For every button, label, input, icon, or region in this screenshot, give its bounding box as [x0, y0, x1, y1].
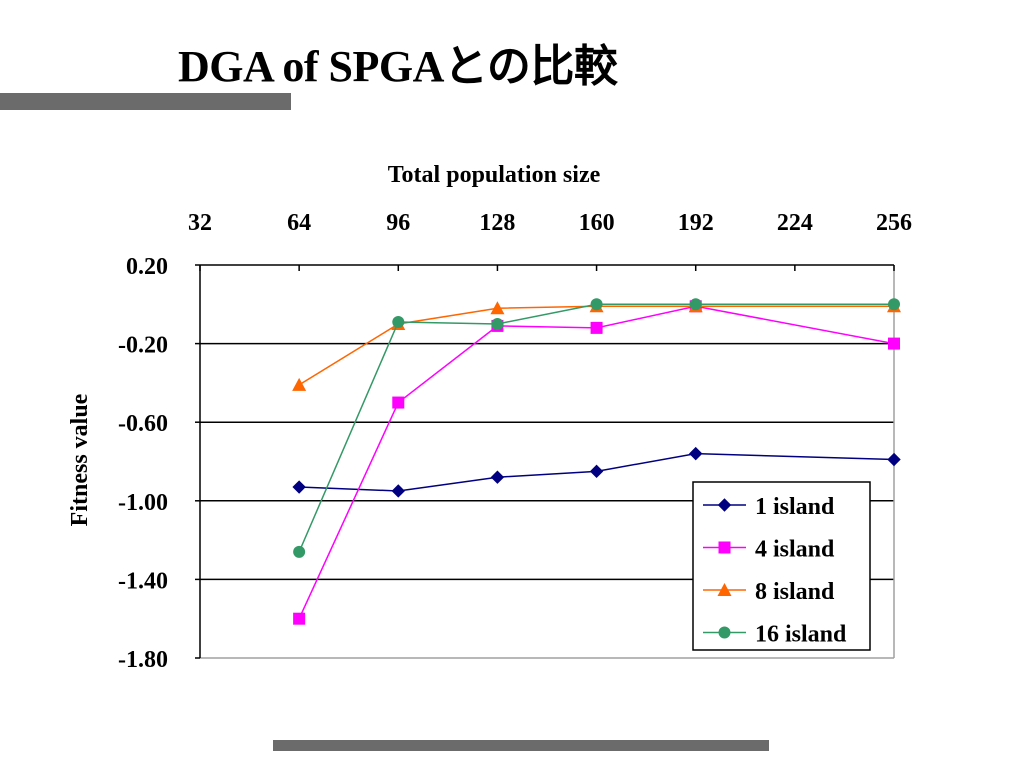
- slide-title: DGA of SPGAとの比較: [178, 42, 618, 91]
- circle-marker: [689, 298, 702, 311]
- circle-marker: [718, 626, 731, 639]
- legend-item: 4 island: [703, 537, 835, 563]
- y-axis-title: Fitness value: [67, 393, 93, 526]
- x-tick-labels: 32 64 96 128 160 192 224 256: [188, 210, 912, 236]
- diamond-marker: [589, 464, 604, 479]
- series-line: [298, 303, 894, 553]
- y-tick-label: 0.20: [126, 254, 168, 280]
- circle-marker: [392, 315, 405, 328]
- circle-marker: [888, 298, 900, 311]
- title-underline-bar: [0, 93, 291, 110]
- legend-label: 16 island: [755, 622, 847, 648]
- series-line: [299, 452, 895, 492]
- series-16-island: [293, 298, 900, 558]
- series-8-island: [292, 299, 901, 391]
- x-tick-label: 96: [386, 210, 410, 236]
- circle-marker: [491, 317, 504, 330]
- y-tick-labels: 0.20 -0.20 -0.60 -1.00 -1.40 -1.80: [118, 254, 168, 673]
- square-marker: [888, 337, 900, 350]
- triangle-marker: [490, 301, 505, 315]
- footer-bar: [273, 740, 769, 751]
- circle-marker: [590, 298, 603, 311]
- diamond-marker: [490, 470, 505, 484]
- y-tick-label: -0.60: [118, 411, 168, 437]
- x-tick-label: 192: [678, 210, 714, 236]
- x-tick-label: 64: [287, 210, 311, 236]
- axes: [195, 264, 895, 659]
- square-marker: [718, 541, 731, 554]
- x-tick-label: 224: [777, 210, 813, 236]
- diamond-marker: [717, 498, 732, 512]
- legend-item: 1 island: [703, 494, 835, 520]
- legend-label: 8 island: [755, 579, 835, 605]
- diamond-marker: [391, 484, 405, 498]
- diamond-marker: [292, 480, 306, 494]
- y-tick-label: -1.00: [118, 490, 168, 516]
- series-1-island: [292, 446, 901, 498]
- series-lines: [292, 298, 901, 625]
- diamond-marker: [689, 446, 703, 461]
- y-tick-label: -0.20: [118, 333, 168, 359]
- triangle-marker: [717, 583, 732, 596]
- legend-item: 8 island: [703, 579, 835, 605]
- legend: 1 island 4 island 8 island 16 island: [692, 481, 871, 651]
- circle-marker: [293, 545, 306, 558]
- x-tick-label: 32: [188, 210, 212, 236]
- diamond-marker: [887, 452, 901, 467]
- square-marker: [392, 396, 405, 409]
- square-marker: [293, 612, 306, 625]
- x-tick-label: 128: [479, 210, 515, 236]
- series-line: [298, 305, 895, 620]
- legend-label: 4 island: [755, 537, 835, 563]
- x-tick-label: 256: [876, 210, 912, 236]
- y-tick-label: -1.80: [118, 647, 168, 673]
- legend-box: [692, 481, 871, 651]
- x-axis-title: Total population size: [388, 162, 601, 188]
- square-marker: [590, 321, 603, 334]
- triangle-marker: [292, 377, 307, 391]
- legend-label: 1 island: [755, 494, 835, 520]
- y-tick-label: -1.40: [118, 568, 168, 594]
- x-tick-label: 160: [579, 210, 615, 236]
- legend-item: 16 island: [703, 622, 847, 648]
- series-line: [298, 305, 894, 386]
